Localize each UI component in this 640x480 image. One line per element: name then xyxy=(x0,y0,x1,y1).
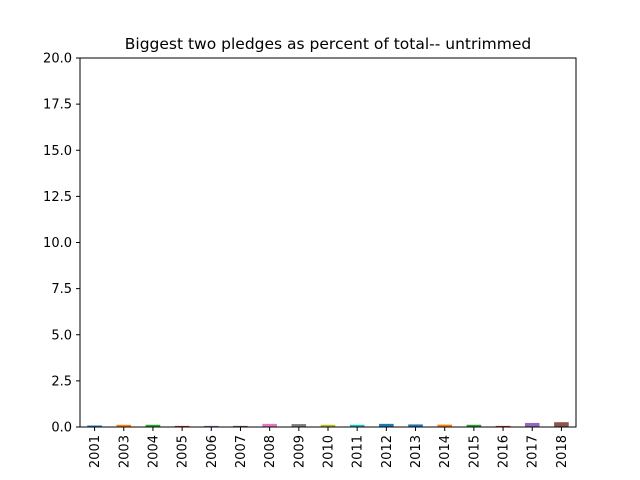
x-tick-label: 2016 xyxy=(497,435,512,468)
y-tick-label: 10.0 xyxy=(43,236,72,251)
chart-title: Biggest two pledges as percent of total-… xyxy=(125,35,532,53)
x-tick-label: 2014 xyxy=(438,435,453,468)
y-tick-label: 7.5 xyxy=(51,282,72,297)
bar-2008 xyxy=(262,423,277,427)
x-axis: 2001 2003 2004 2005 2006 2007 2008 2009 2010 2011… xyxy=(88,427,570,468)
bar-2009 xyxy=(291,424,307,427)
x-tick-label: 2004 xyxy=(146,435,161,468)
x-tick-label: 2013 xyxy=(409,435,424,468)
bar-2004 xyxy=(145,424,161,427)
x-tick-label: 2017 xyxy=(526,435,541,468)
bar-2017 xyxy=(524,422,540,427)
bar-2006 xyxy=(204,425,219,427)
x-tick-label: 2012 xyxy=(380,435,395,468)
y-tick-label: 2.5 xyxy=(51,374,72,389)
bar-2003 xyxy=(116,424,132,427)
x-tick-label: 2011 xyxy=(351,435,366,468)
x-tick-label: 2018 xyxy=(555,435,570,468)
bar-2011 xyxy=(349,424,365,427)
bar-2010 xyxy=(320,424,336,427)
y-tick-label: 15.0 xyxy=(43,144,72,159)
y-tick-label: 17.5 xyxy=(43,98,72,113)
plot-frame xyxy=(79,57,577,428)
y-axis: 0.0 2.5 5.0 7.5 10.0 12.5 15.0 17.5 20.0 xyxy=(43,52,80,436)
bar-2016 xyxy=(495,425,511,427)
x-tick-label: 2001 xyxy=(88,435,103,468)
x-tick-label: 2006 xyxy=(205,435,220,468)
x-tick-label: 2008 xyxy=(263,435,278,468)
bar-2007 xyxy=(233,425,248,427)
bar-2013 xyxy=(408,424,423,427)
y-tick-label: 12.5 xyxy=(43,190,72,205)
y-tick-label: 5.0 xyxy=(51,328,72,343)
bar-2005 xyxy=(174,425,190,427)
bar-2001 xyxy=(87,425,102,427)
bar-2018 xyxy=(554,422,569,427)
x-tick-label: 2007 xyxy=(234,435,249,468)
x-tick-label: 2015 xyxy=(467,435,482,468)
bar-2014 xyxy=(437,424,452,427)
x-tick-label: 2003 xyxy=(117,435,132,468)
bars-group xyxy=(87,422,569,427)
x-tick-label: 2010 xyxy=(322,435,337,468)
x-tick-label: 2009 xyxy=(292,435,307,468)
y-tick-label: 20.0 xyxy=(43,52,72,67)
bar-2015 xyxy=(466,424,482,427)
x-tick-label: 2005 xyxy=(176,435,191,468)
bar-2012 xyxy=(379,423,394,427)
y-tick-label: 0.0 xyxy=(51,421,72,436)
